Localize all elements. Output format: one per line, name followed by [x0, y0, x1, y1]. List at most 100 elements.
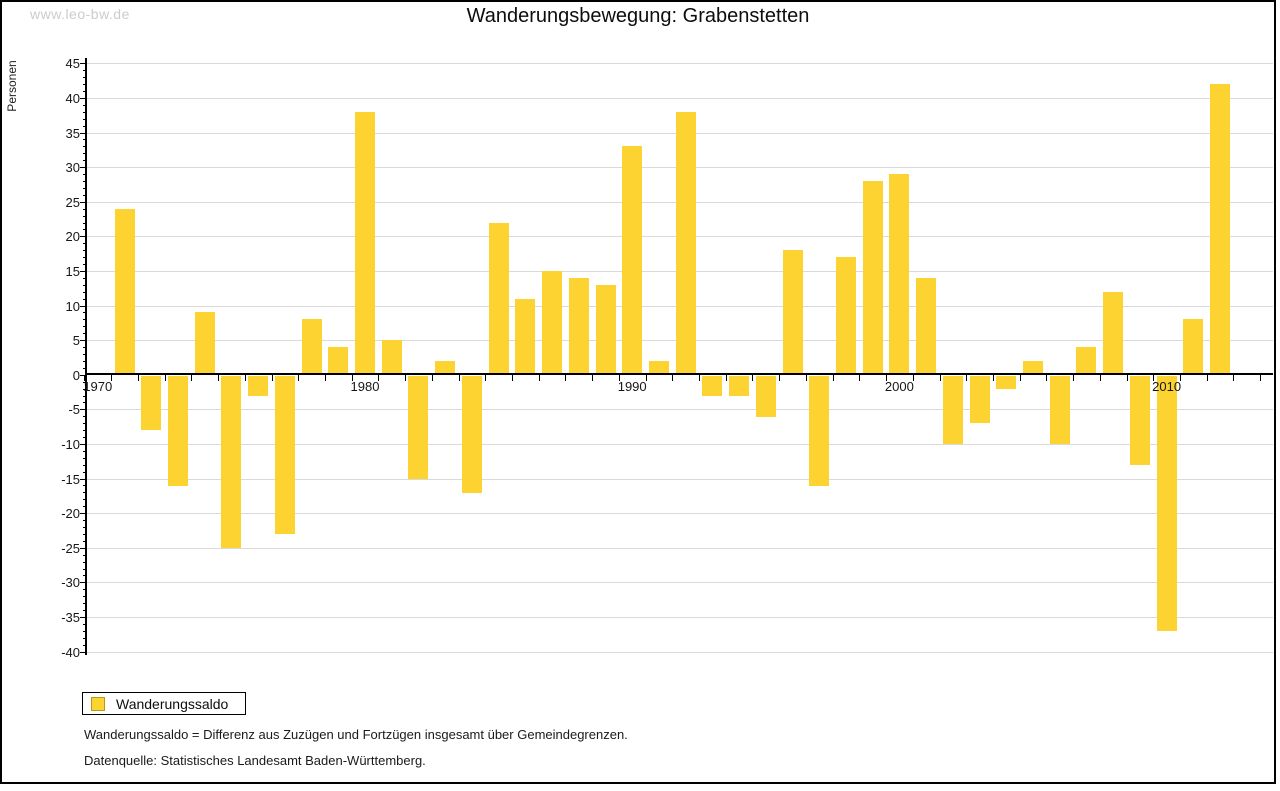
y-tick — [80, 201, 87, 203]
bar-1988 — [568, 277, 589, 374]
x-tick — [592, 375, 594, 382]
y-tick-label: -30 — [61, 575, 80, 591]
bar-2001 — [916, 277, 937, 374]
x-tick — [405, 375, 407, 382]
bar-1994 — [729, 376, 750, 396]
x-tick — [1153, 375, 1155, 382]
y-tick — [80, 132, 87, 134]
y-tick — [80, 616, 87, 618]
x-tick — [1233, 375, 1235, 382]
y-tick — [80, 236, 87, 238]
x-tick — [1046, 375, 1048, 382]
bar-2010 — [1156, 376, 1177, 632]
y-tick-label: -20 — [61, 506, 80, 522]
bar-1999 — [862, 180, 883, 374]
y-tick — [80, 97, 87, 99]
y-tick — [80, 167, 87, 169]
x-tick-label: 2000 — [884, 378, 914, 394]
gridline — [87, 582, 1273, 584]
y-tick-label: -35 — [61, 609, 80, 625]
x-tick — [324, 375, 326, 382]
bar-1992 — [675, 111, 696, 374]
bar-1997 — [809, 376, 830, 486]
y-tick — [80, 374, 87, 376]
y-tick-label: 15 — [65, 263, 80, 279]
x-tick — [779, 375, 781, 382]
bar-1998 — [836, 257, 856, 374]
gridline — [87, 547, 1273, 549]
y-tick-label: -25 — [61, 540, 80, 556]
bar-1996 — [782, 250, 803, 374]
y-tick-label: 0 — [72, 367, 80, 383]
bar-1979 — [328, 347, 349, 374]
bar-1977 — [274, 376, 295, 535]
x-tick — [565, 375, 567, 382]
x-tick — [244, 375, 246, 382]
y-tick-label: 10 — [65, 298, 80, 314]
bar-1985 — [488, 222, 509, 374]
y-tick — [80, 305, 87, 307]
y-tick — [80, 443, 87, 445]
bar-1973 — [168, 376, 188, 486]
y-tick — [80, 513, 87, 515]
x-tick — [725, 375, 727, 382]
bar-2004 — [996, 376, 1017, 389]
bar-2009 — [1129, 376, 1150, 466]
x-tick — [832, 375, 834, 382]
y-tick-label: 20 — [65, 229, 80, 245]
x-tick — [271, 375, 273, 382]
y-tick-label: -15 — [61, 471, 80, 487]
x-tick — [992, 375, 994, 382]
y-tick-label: -40 — [61, 644, 80, 660]
x-tick — [966, 375, 968, 382]
x-tick — [1099, 375, 1101, 382]
bar-1986 — [515, 298, 536, 374]
x-tick — [886, 375, 887, 382]
x-tick — [378, 375, 380, 382]
x-tick — [1260, 375, 1262, 382]
y-tick — [80, 478, 87, 480]
gridline — [87, 409, 1273, 411]
y-tick-label: 35 — [65, 125, 80, 141]
y-tick-label: 45 — [65, 56, 80, 72]
bar-2003 — [969, 376, 990, 424]
x-tick — [672, 375, 674, 382]
y-tick — [80, 547, 87, 549]
gridline — [87, 63, 1273, 65]
y-tick — [80, 340, 87, 342]
y-tick-label: 30 — [65, 160, 80, 176]
y-tick-label: 40 — [65, 90, 80, 106]
bar-1983 — [435, 360, 456, 374]
bar-1981 — [381, 340, 402, 374]
x-tick — [752, 375, 754, 382]
x-tick — [458, 375, 460, 382]
bar-2000 — [889, 174, 910, 374]
y-tick-label: -5 — [68, 402, 80, 418]
footnote-source: Datenquelle: Statistisches Landesamt Bad… — [84, 753, 426, 768]
x-tick — [645, 375, 647, 382]
gridline — [87, 513, 1273, 515]
bar-1975 — [221, 376, 242, 549]
bar-2005 — [1023, 360, 1043, 374]
x-tick — [1206, 375, 1208, 382]
x-tick — [699, 375, 700, 382]
plot-area: 45 40 35 30 25 20 15 10 5 0 -5 -10 -15 -20 -25 -30 -35 -4… — [2, 2, 1274, 782]
bar-1995 — [755, 376, 776, 417]
gridline — [87, 478, 1273, 480]
x-tick — [218, 375, 219, 382]
bar-1989 — [595, 284, 616, 374]
chart-title: Wanderungsbewegung: Grabenstetten — [466, 5, 810, 27]
y-axis-line — [85, 58, 87, 655]
y-tick — [80, 270, 87, 272]
x-axis-line — [85, 373, 1273, 376]
x-tick-label: 2010 — [1152, 378, 1182, 394]
x-tick — [1073, 375, 1075, 382]
x-tick-label: 1990 — [617, 378, 647, 394]
bar-1978 — [301, 319, 322, 374]
footnote-definition: Wanderungssaldo = Differenz aus Zuzügen … — [84, 727, 628, 742]
x-tick — [84, 375, 86, 382]
bar-1982 — [408, 376, 429, 479]
x-tick — [431, 375, 433, 382]
x-tick — [111, 375, 113, 382]
